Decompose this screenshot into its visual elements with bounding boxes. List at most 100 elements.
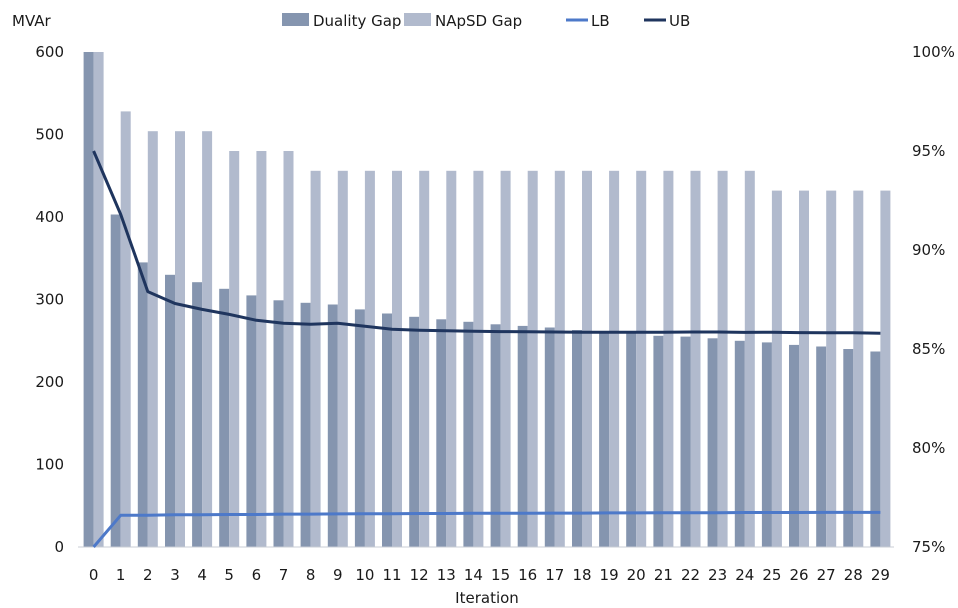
bar-napsd-gap-6 — [256, 151, 267, 547]
line-ub — [92, 150, 881, 335]
bar-napsd-gap-26 — [799, 190, 809, 547]
x-tick-label: 0 — [89, 566, 99, 584]
x-tick-label: 16 — [518, 566, 537, 584]
bar-duality-gap-9 — [327, 304, 338, 547]
bar-duality-gap-23 — [707, 338, 718, 547]
bar-duality-gap-11 — [382, 313, 392, 547]
bar-napsd-gap-8 — [310, 170, 321, 548]
x-tick-label: 25 — [762, 566, 781, 584]
bar-napsd-gap-1 — [120, 111, 131, 548]
x-tick-label: 11 — [382, 566, 401, 584]
bar-duality-gap-20 — [626, 333, 637, 547]
bar-napsd-gap-21 — [663, 170, 674, 548]
bar-napsd-gap-16 — [527, 170, 538, 548]
line-lb — [92, 510, 881, 548]
x-tick-label: 2 — [143, 566, 153, 584]
x-tick-label: 9 — [333, 566, 343, 584]
y-axis-title: MVAr — [12, 12, 52, 30]
x-tick-label: 8 — [306, 566, 316, 584]
bar-duality-gap-8 — [300, 302, 311, 547]
bar-napsd-gap-15 — [500, 170, 511, 548]
y-tick-label: 400 — [35, 208, 64, 226]
bar-napsd-gap-11 — [392, 170, 402, 548]
bar-duality-gap-21 — [653, 335, 664, 547]
bar-napsd-gap-29 — [880, 190, 891, 547]
y2-tick-label: 75% — [912, 538, 945, 556]
bar-duality-gap-13 — [436, 319, 447, 547]
bar-duality-gap-29 — [870, 351, 881, 547]
x-tick-label: 19 — [600, 566, 619, 584]
x-tick-label: 20 — [627, 566, 646, 584]
bar-duality-gap-10 — [354, 309, 365, 547]
bar-napsd-gap-22 — [690, 170, 701, 548]
bar-duality-gap-19 — [599, 331, 610, 547]
y2-tick-label: 90% — [912, 241, 945, 259]
legend-label-lb: LB — [591, 12, 610, 30]
bar-napsd-gap-12 — [419, 170, 430, 548]
y-tick-label: 500 — [35, 126, 64, 144]
bar-duality-gap-26 — [789, 344, 799, 547]
x-tick-label: 22 — [681, 566, 700, 584]
y-tick-label: 100 — [35, 456, 64, 474]
bar-duality-gap-16 — [517, 325, 528, 547]
bar-duality-gap-17 — [544, 327, 555, 547]
bar-duality-gap-6 — [246, 295, 257, 547]
y-tick-label: 0 — [54, 538, 64, 556]
bar-duality-gap-24 — [734, 340, 745, 548]
bar-napsd-gap-7 — [283, 151, 294, 547]
bar-duality-gap-27 — [816, 346, 827, 547]
x-tick-label: 17 — [545, 566, 564, 584]
y2-tick-label: 80% — [912, 439, 945, 457]
x-tick-label: 27 — [817, 566, 836, 584]
legend: Duality Gap NApSD Gap LB UB — [282, 12, 690, 30]
x-tick-label: 12 — [410, 566, 429, 584]
lines — [92, 150, 881, 548]
legend-swatch-napsd-gap — [404, 13, 431, 26]
bar-duality-gap-2 — [137, 262, 148, 547]
bar-napsd-gap-9 — [337, 170, 348, 548]
x-tick-label: 7 — [279, 566, 289, 584]
bar-napsd-gap-23 — [717, 170, 728, 548]
x-tick-label: 21 — [654, 566, 673, 584]
legend-label-duality-gap: Duality Gap — [313, 12, 401, 30]
bar-duality-gap-1 — [110, 214, 121, 547]
x-tick-label: 15 — [491, 566, 510, 584]
bar-duality-gap-4 — [192, 282, 203, 547]
bar-napsd-gap-10 — [364, 170, 375, 548]
x-tick-label: 13 — [437, 566, 456, 584]
bars — [83, 52, 891, 548]
y2-tick-label: 100% — [912, 43, 955, 61]
bar-napsd-gap-24 — [744, 170, 755, 548]
x-tick-label: 23 — [708, 566, 727, 584]
bar-napsd-gap-28 — [853, 190, 864, 547]
y2-tick-label: 85% — [912, 340, 945, 358]
bar-duality-gap-22 — [680, 336, 691, 547]
x-tick-label: 29 — [871, 566, 890, 584]
legend-label-napsd-gap: NApSD Gap — [435, 12, 522, 30]
x-tick-label: 18 — [572, 566, 591, 584]
bar-napsd-gap-18 — [582, 170, 592, 548]
bar-napsd-gap-25 — [771, 190, 782, 547]
bar-napsd-gap-27 — [826, 190, 837, 547]
bar-duality-gap-7 — [273, 300, 284, 547]
y-axis-ticks: 0 100 200 300 400 500 600 — [35, 43, 64, 556]
bar-napsd-gap-0 — [93, 52, 104, 547]
bar-napsd-gap-4 — [202, 131, 213, 547]
bar-duality-gap-0 — [83, 52, 94, 547]
bar-napsd-gap-17 — [554, 170, 565, 548]
bar-duality-gap-14 — [463, 321, 474, 547]
bar-duality-gap-25 — [761, 342, 772, 547]
bar-duality-gap-5 — [219, 288, 230, 547]
bar-duality-gap-3 — [165, 274, 175, 548]
x-tick-label: 10 — [355, 566, 374, 584]
y-tick-label: 600 — [35, 43, 64, 61]
bar-duality-gap-28 — [843, 349, 854, 547]
x-tick-label: 14 — [464, 566, 483, 584]
x-axis-ticks: 0 1 2 3 4 5 6 7 8 9 10 11 12 13 14 15 16 17 18 19 20 21 22 23 24… — [89, 566, 890, 584]
y-tick-label: 300 — [35, 291, 64, 309]
bar-napsd-gap-20 — [636, 170, 647, 548]
bar-napsd-gap-14 — [473, 170, 484, 548]
y-tick-label: 200 — [35, 373, 64, 391]
x-tick-label: 5 — [224, 566, 234, 584]
